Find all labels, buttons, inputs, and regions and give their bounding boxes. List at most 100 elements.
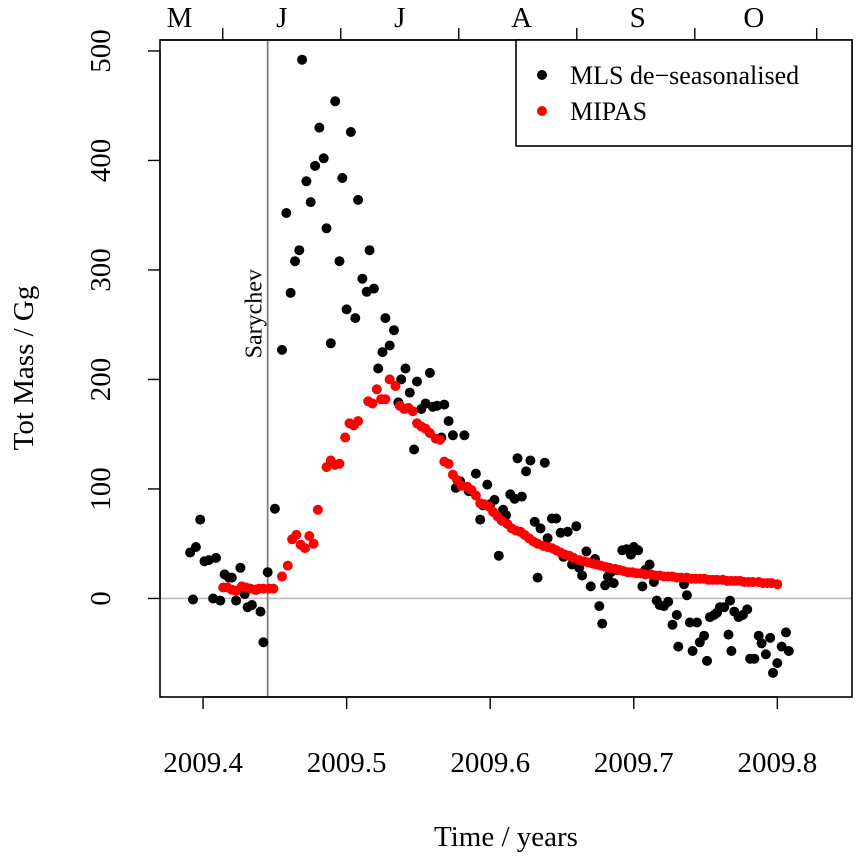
mls-point [725, 595, 735, 606]
mls-point [608, 578, 619, 589]
x-tick-label: 2009.6 [450, 747, 530, 779]
mls-point [262, 567, 273, 578]
mls-point [459, 430, 470, 441]
mls-point [409, 444, 420, 455]
mls-point [215, 595, 226, 606]
legend-marker-mipas [537, 106, 547, 116]
x-axis-label: Time / years [434, 821, 578, 853]
mls-point [368, 283, 379, 294]
mls-point [625, 549, 636, 560]
mls-point [532, 572, 543, 583]
mls-point [667, 619, 678, 630]
mls-point [597, 618, 608, 629]
mipas-point [435, 434, 445, 445]
mls-point [384, 340, 395, 351]
month-label: S [630, 2, 646, 34]
mls-point [290, 256, 300, 267]
mls-point [719, 602, 730, 613]
mls-point [687, 646, 698, 656]
mls-point [258, 637, 269, 648]
mls-point [350, 313, 361, 324]
mls-point [671, 609, 682, 620]
mipas-point [312, 504, 323, 515]
mipas-point [268, 583, 279, 594]
mls-point [581, 546, 592, 557]
mipas-point [291, 529, 302, 540]
y-tick-label: 300 [85, 248, 117, 292]
mls-point [380, 313, 391, 324]
y-tick-label: 0 [85, 591, 117, 606]
mls-point [412, 376, 422, 387]
mls-point [334, 256, 345, 267]
mls-point [318, 153, 329, 164]
x-tick-label: 2009.8 [737, 747, 817, 779]
mls-point [637, 581, 648, 592]
mipas-point [443, 458, 454, 469]
mls-point [663, 596, 674, 607]
mls-point [489, 494, 500, 505]
mls-point [443, 416, 454, 427]
mls-point [691, 617, 702, 628]
mipas-point [390, 381, 401, 391]
month-label: O [743, 2, 764, 34]
mls-point [577, 570, 588, 581]
mls-point [231, 595, 242, 606]
mls-point [529, 516, 540, 527]
mls-point [389, 325, 399, 336]
mls-point [723, 629, 734, 640]
axes: 2009.4 2009.5 2009.6 2009.7 2009.8 0 100 200 300… [85, 29, 817, 779]
y-axis-label: Tot Mass / Gg [8, 286, 40, 451]
mls-point [512, 453, 523, 464]
mls-point [301, 176, 312, 187]
mls-point [400, 363, 411, 374]
month-label: J [394, 2, 405, 34]
mls-point [211, 552, 221, 563]
mls-point [673, 641, 684, 652]
mls-point [475, 514, 486, 525]
mls-point [345, 127, 356, 137]
mls-point [404, 387, 415, 398]
mipas-point [334, 458, 345, 469]
mls-point [756, 638, 767, 649]
mls-point [190, 542, 201, 552]
mls-point [521, 466, 532, 477]
mls-point [772, 658, 783, 669]
mls-point [783, 646, 794, 656]
legend-label-mls: MLS de−seasonalised [570, 61, 799, 90]
mls-point [699, 630, 710, 641]
legend-box [515, 39, 853, 147]
mls-point [768, 667, 778, 678]
mls-point [396, 374, 407, 385]
mls-point [195, 514, 206, 525]
y-tick-label: 500 [85, 29, 117, 72]
mls-point [562, 526, 573, 537]
mls-point [353, 194, 364, 205]
mls-point [765, 632, 776, 643]
mls-point [364, 245, 375, 256]
data-points [185, 54, 794, 678]
mls-point [337, 173, 348, 183]
x-tick-label: 2009.7 [594, 747, 674, 779]
mls-point [633, 545, 644, 556]
event-label: Sarychev [242, 269, 268, 358]
mls-point [330, 96, 341, 107]
mipas-point [282, 560, 293, 571]
mls-point [285, 287, 296, 298]
mls-point [325, 338, 336, 349]
mls-point [373, 363, 384, 374]
mls-point [235, 562, 246, 573]
y-tick-label: 100 [85, 467, 117, 511]
mipas-point [470, 490, 481, 501]
mls-point [305, 197, 316, 208]
mls-point [684, 617, 695, 628]
mls-point [753, 630, 764, 641]
mipas-point [277, 571, 287, 582]
mls-point [585, 581, 596, 592]
mls-point [314, 122, 325, 133]
mls-point [424, 367, 435, 378]
x-tick-label: 2009.4 [163, 747, 243, 779]
y-tick-label: 200 [85, 358, 117, 402]
mls-point [294, 245, 305, 256]
mls-point [255, 606, 266, 617]
